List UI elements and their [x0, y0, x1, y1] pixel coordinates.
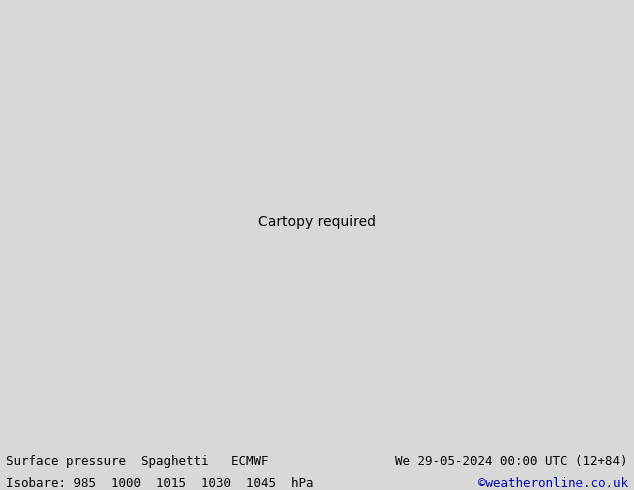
Text: We 29-05-2024 00:00 UTC (12+84): We 29-05-2024 00:00 UTC (12+84)	[395, 455, 628, 468]
Text: Surface pressure  Spaghetti   ECMWF: Surface pressure Spaghetti ECMWF	[6, 455, 269, 468]
Text: Cartopy required: Cartopy required	[258, 215, 376, 229]
Text: Isobare: 985  1000  1015  1030  1045  hPa: Isobare: 985 1000 1015 1030 1045 hPa	[6, 477, 314, 490]
Text: ©weatheronline.co.uk: ©weatheronline.co.uk	[477, 477, 628, 490]
